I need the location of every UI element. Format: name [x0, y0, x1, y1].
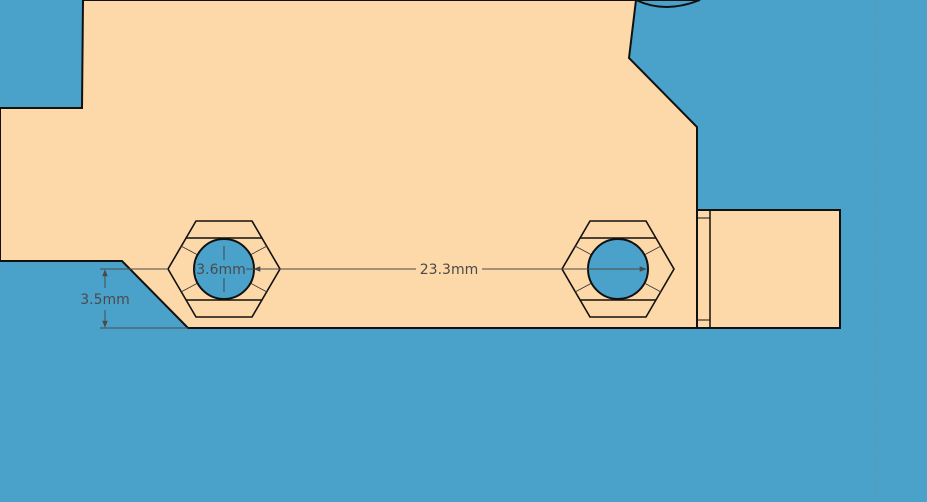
- dimension-edge-offset[interactable]: 3.5mm: [80, 268, 188, 329]
- hole-diameter-label: 3.6mm: [196, 262, 246, 278]
- side-tab[interactable]: [696, 209, 841, 329]
- diameter-label-bg: [196, 260, 246, 278]
- dimension-hole-spacing[interactable]: 23.3mm: [253, 262, 647, 278]
- hole-spacing-label: 23.3mm: [420, 262, 478, 278]
- edge-offset-label: 3.5mm: [80, 292, 130, 308]
- dimension-hole-diameter[interactable]: 3.6mm: [194, 260, 254, 278]
- top-cutout: [635, 0, 701, 8]
